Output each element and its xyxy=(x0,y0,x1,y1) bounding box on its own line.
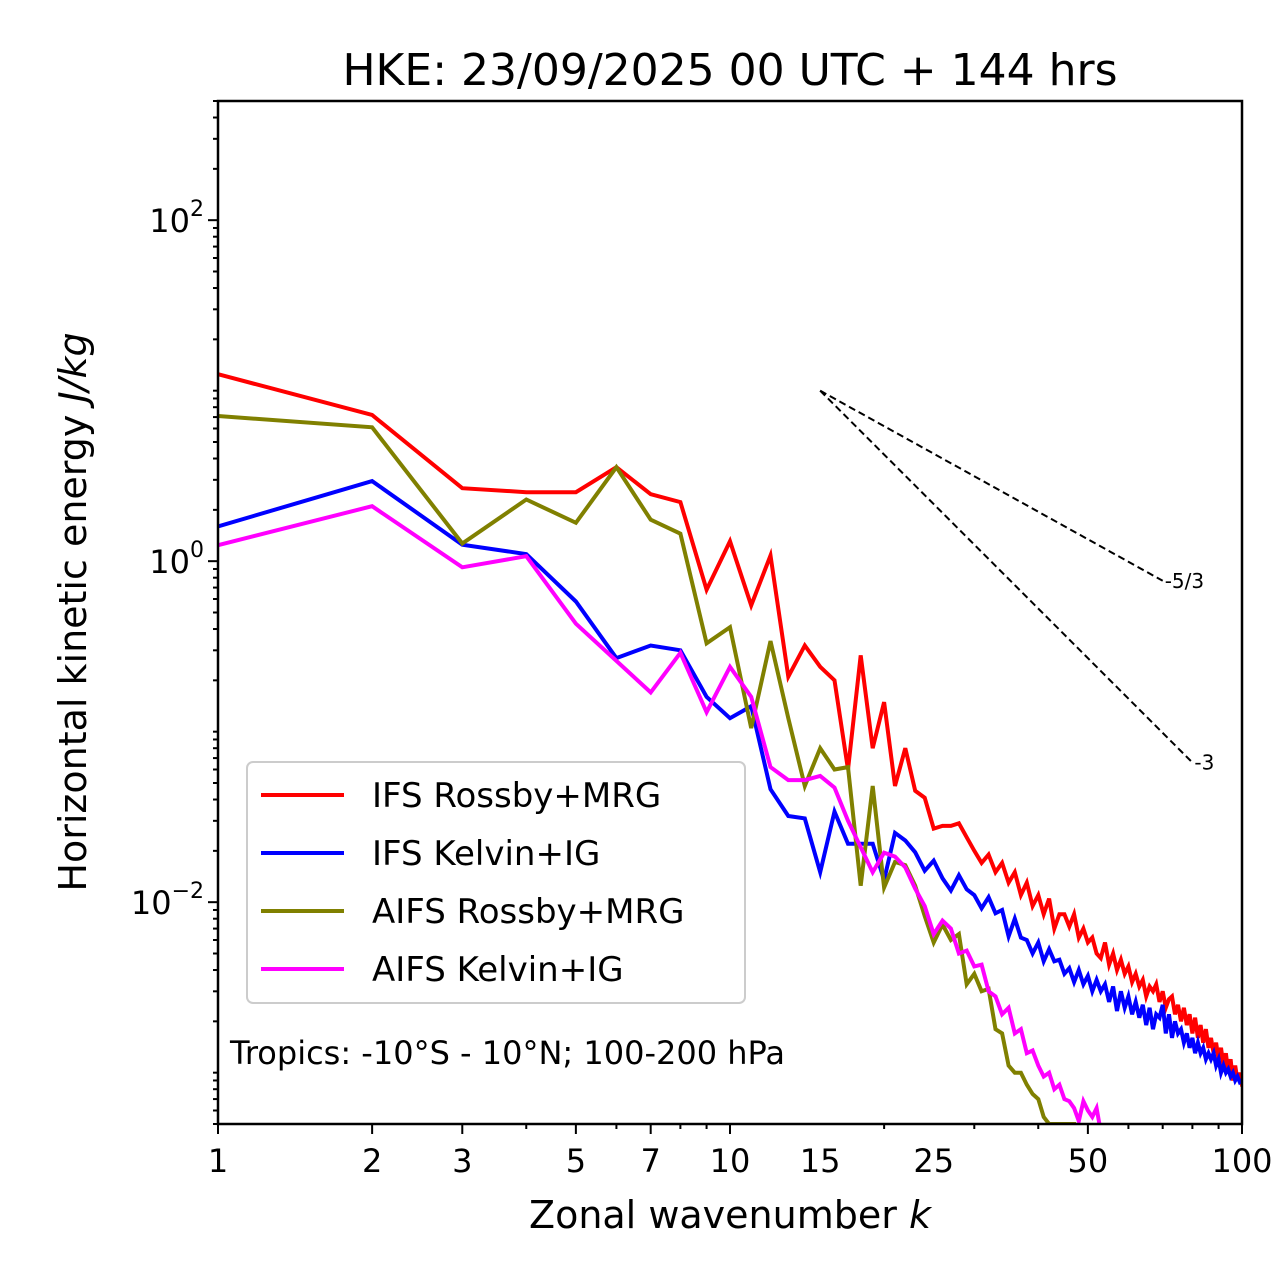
x-tick-label: 7 xyxy=(641,1142,661,1180)
legend-label: AIFS Kelvin+IG xyxy=(372,950,624,990)
x-tick-label: 3 xyxy=(452,1142,472,1180)
legend-label: IFS Rossby+MRG xyxy=(372,776,661,816)
x-tick-label: 50 xyxy=(1068,1142,1109,1180)
y-axis-label: Horizontal kinetic energy J/kg xyxy=(51,332,95,891)
series-line-aifs-kelvin-ig xyxy=(218,504,1102,1124)
region-annotation: Tropics: -10°S - 10°N; 100-200 hPa xyxy=(229,1034,785,1072)
x-axis-label-text: Zonal wavenumber xyxy=(529,1193,897,1237)
x-tick-label: 25 xyxy=(913,1142,954,1180)
legend-item: AIFS Kelvin+IG xyxy=(261,950,624,990)
y-tick-label: 10−2 xyxy=(131,879,204,922)
series-line-aifs-rossby-mrg xyxy=(218,413,1077,1124)
x-tick-label: 100 xyxy=(1211,1142,1272,1180)
y-axis-label-unit: J/kg xyxy=(51,332,95,409)
x-tick-label: 15 xyxy=(800,1142,841,1180)
legend: IFS Rossby+MRG IFS Kelvin+IG AIFS Rossby+M… xyxy=(246,761,746,1004)
reference-slope-label: -5/3 xyxy=(1165,569,1204,593)
series-line-ifs-rossby-mrg xyxy=(218,372,1242,1088)
chart-title: HKE: 23/09/2025 00 UTC + 144 hrs xyxy=(342,45,1117,96)
legend-frame xyxy=(246,761,746,1004)
y-axis-label-text: Horizontal kinetic energy xyxy=(51,415,95,892)
x-tick-label: 10 xyxy=(710,1142,751,1180)
reference-slope-label: -3 xyxy=(1194,751,1214,775)
y-tick-label: 100 xyxy=(149,538,204,581)
series-layer xyxy=(218,372,1242,1124)
legend-label: AIFS Rossby+MRG xyxy=(372,892,684,932)
y-axis-ticks: 10−2 100 102 xyxy=(131,100,218,1125)
legend-label: IFS Kelvin+IG xyxy=(372,834,600,874)
legend-item: IFS Rossby+MRG xyxy=(261,776,661,816)
y-tick-label: 102 xyxy=(149,197,204,240)
x-axis-ticks: 1 2 3 5 7 10 15 25 50 100 xyxy=(208,1124,1273,1180)
x-axis-label: Zonal wavenumber k xyxy=(529,1193,933,1237)
legend-item: IFS Kelvin+IG xyxy=(261,834,600,874)
x-axis-label-var: k xyxy=(909,1193,933,1237)
legend-item: AIFS Rossby+MRG xyxy=(261,892,684,932)
x-tick-label: 2 xyxy=(362,1142,382,1180)
x-tick-label: 1 xyxy=(208,1142,228,1180)
x-tick-label: 5 xyxy=(566,1142,586,1180)
